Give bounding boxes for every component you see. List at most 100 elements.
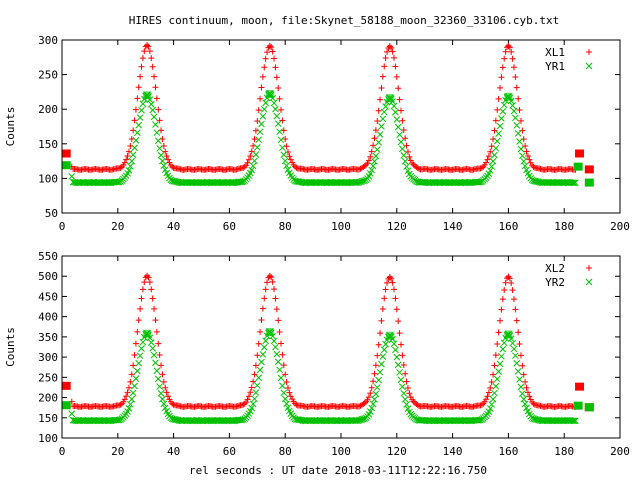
data-point bbox=[169, 163, 176, 170]
y-tick-label: 450 bbox=[38, 290, 58, 303]
peak-cluster bbox=[143, 329, 152, 338]
data-point bbox=[367, 153, 374, 160]
data-point bbox=[258, 84, 265, 91]
data-point bbox=[133, 129, 141, 137]
data-point bbox=[262, 55, 269, 62]
data-point bbox=[129, 389, 137, 397]
data-point bbox=[273, 74, 280, 81]
data-point bbox=[154, 137, 162, 145]
data-point bbox=[381, 63, 388, 70]
data-point bbox=[490, 371, 497, 378]
legend-label: XL1 bbox=[545, 46, 565, 59]
data-point bbox=[361, 399, 368, 406]
peak-point bbox=[266, 43, 273, 50]
data-point bbox=[131, 117, 138, 124]
peak-point bbox=[505, 43, 512, 50]
chart-title: HIRES continuum, moon, file:Skynet_58188… bbox=[129, 14, 559, 27]
data-point bbox=[371, 370, 378, 377]
series-YR1 bbox=[61, 89, 594, 187]
data-point bbox=[237, 178, 244, 186]
edge-point bbox=[68, 172, 76, 180]
data-point bbox=[488, 379, 495, 386]
data-point bbox=[147, 339, 155, 346]
data-point bbox=[269, 278, 276, 285]
data-point bbox=[279, 144, 286, 152]
x-tick-label: 100 bbox=[331, 220, 351, 233]
data-point bbox=[166, 396, 173, 403]
data-point bbox=[293, 401, 300, 408]
data-point bbox=[393, 73, 400, 80]
data-point bbox=[279, 382, 286, 390]
data-point bbox=[404, 384, 411, 391]
data-point bbox=[150, 351, 158, 359]
data-point bbox=[572, 179, 579, 187]
data-point bbox=[161, 166, 169, 174]
series-XL1 bbox=[61, 42, 594, 174]
data-point bbox=[501, 287, 508, 294]
data-point bbox=[373, 384, 381, 391]
data-point bbox=[245, 156, 252, 163]
data-point bbox=[287, 393, 294, 400]
x-tick-label: 0 bbox=[59, 220, 66, 233]
data-point bbox=[273, 306, 280, 313]
data-point bbox=[117, 164, 124, 171]
data-point bbox=[487, 148, 494, 155]
data-point bbox=[516, 341, 523, 348]
data-point bbox=[492, 144, 500, 152]
data-point bbox=[493, 137, 501, 145]
data-point bbox=[258, 316, 265, 323]
data-point bbox=[518, 152, 526, 160]
data-point bbox=[120, 398, 127, 405]
data-point bbox=[253, 382, 261, 389]
data-point bbox=[132, 340, 139, 347]
data-point bbox=[368, 148, 375, 155]
data-point bbox=[510, 345, 518, 353]
data-point bbox=[245, 393, 252, 400]
data-point bbox=[252, 362, 259, 369]
data-point bbox=[370, 142, 377, 149]
data-point bbox=[376, 368, 384, 376]
data-point bbox=[165, 156, 172, 163]
data-point bbox=[513, 359, 521, 367]
data-point bbox=[146, 48, 153, 55]
edge-point bbox=[68, 410, 76, 418]
data-point bbox=[396, 131, 403, 139]
series-XL2 bbox=[61, 272, 594, 412]
x-tick-label: 120 bbox=[387, 220, 407, 233]
data-point bbox=[250, 378, 257, 385]
data-point bbox=[406, 153, 413, 160]
data-point bbox=[382, 286, 389, 293]
x-tick-label: 80 bbox=[279, 445, 292, 458]
legend-label: XL2 bbox=[545, 262, 565, 275]
data-point bbox=[489, 395, 497, 403]
data-point bbox=[410, 398, 417, 405]
y-tick-label: 350 bbox=[38, 331, 58, 344]
data-point bbox=[396, 369, 403, 376]
y-axis-label: Counts bbox=[4, 327, 17, 367]
series-YR2 bbox=[61, 328, 594, 425]
data-point bbox=[247, 152, 254, 159]
data-point bbox=[125, 384, 132, 391]
data-point bbox=[145, 43, 152, 50]
data-point bbox=[283, 143, 290, 150]
data-point bbox=[527, 396, 534, 403]
data-point bbox=[284, 148, 291, 155]
data-point bbox=[510, 107, 518, 115]
data-point bbox=[244, 396, 251, 403]
data-point bbox=[523, 166, 530, 174]
data-point bbox=[156, 351, 163, 358]
data-point bbox=[509, 102, 516, 109]
data-point bbox=[495, 368, 502, 375]
data-point bbox=[277, 136, 285, 144]
data-point bbox=[255, 107, 262, 114]
data-point bbox=[397, 376, 405, 384]
edge-point bbox=[584, 165, 594, 174]
data-point bbox=[152, 84, 159, 91]
data-point bbox=[280, 127, 287, 134]
data-point bbox=[396, 96, 403, 103]
data-point bbox=[488, 401, 496, 408]
data-point bbox=[149, 106, 157, 114]
data-point bbox=[393, 116, 401, 123]
data-point bbox=[240, 401, 247, 408]
data-point bbox=[139, 338, 147, 346]
